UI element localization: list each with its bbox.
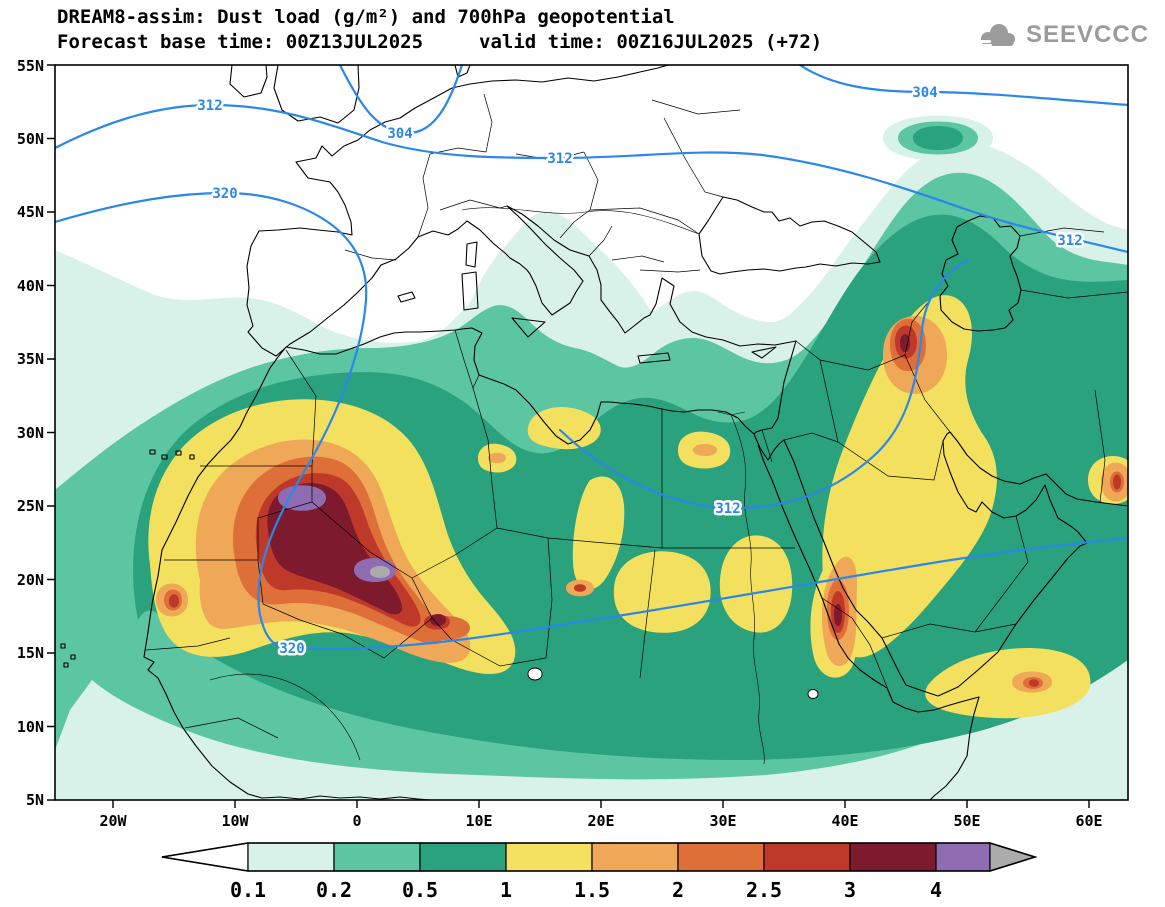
lon-tick-label: 10W <box>221 812 249 830</box>
colorbar: 0.1 0.2 0.5 1 1.5 2 2.5 3 4 <box>161 842 1038 902</box>
lat-tick-label: 15N <box>17 644 44 662</box>
colorbar-level-label: 0.1 <box>230 878 266 902</box>
lat-tick-label: 10N <box>17 718 44 736</box>
colorbar-level-label: 0.5 <box>402 878 438 902</box>
contour-label-320-nw: 320 <box>212 186 237 202</box>
lon-tick-label: 10E <box>465 812 492 830</box>
coastline-europe-africa <box>143 65 1128 800</box>
colorbar-level-label: 1.5 <box>574 878 610 902</box>
colorbar-level-label: 1 <box>500 878 512 902</box>
contour-label-320-sahel: 320 <box>279 641 304 657</box>
contour-label-312-europe: 312 <box>547 151 572 167</box>
lon-tick-label: 20W <box>99 812 127 830</box>
base-time-label: Forecast base time: 00Z13JUL2025 <box>57 31 424 53</box>
coastline-caspian-sea <box>939 215 1022 332</box>
colorbar-segment-0p2 <box>333 842 421 872</box>
colorbar-segment-2 <box>677 842 765 872</box>
lat-tick-label: 20N <box>17 571 44 589</box>
lat-tick-label: 5N <box>26 791 44 809</box>
axis-ticks <box>47 64 1090 808</box>
colorbar-segment-3 <box>849 842 937 872</box>
lat-tick-label: 55N <box>17 60 44 75</box>
dust-layer-4 <box>278 485 396 582</box>
contour-label-312-east: 312 <box>1057 233 1082 249</box>
valid-time-label: valid time: 00Z16JUL2025 (+72) <box>479 31 823 53</box>
lat-tick-label: 45N <box>17 203 44 221</box>
lat-tick-label: 25N <box>17 497 44 515</box>
colorbar-segment-2p5 <box>763 842 851 872</box>
lon-tick-label: 20E <box>587 812 614 830</box>
colorbar-level-label: 4 <box>930 878 942 902</box>
coastline-black-sea <box>698 196 881 275</box>
mediterranean-islands <box>397 241 777 364</box>
colorbar-segment-4 <box>935 842 991 872</box>
geopotential-contour-312-north <box>55 103 1128 254</box>
colorbar-level-label: 0.2 <box>316 878 352 902</box>
lon-tick-label: 40E <box>831 812 858 830</box>
dust-layer-max <box>370 566 390 578</box>
atlantic-island-dots <box>60 449 195 668</box>
geopotential-contour-304-europe <box>338 65 464 135</box>
colorbar-level-label: 3 <box>844 878 856 902</box>
colorbar-outline <box>161 842 1038 872</box>
colorbar-segment-0p1 <box>247 842 335 872</box>
niger-river <box>209 673 361 761</box>
chart-subtitle: Forecast base time: 00Z13JUL2025 valid ti… <box>57 31 822 53</box>
lon-tick-label: 50E <box>953 812 980 830</box>
colorbar-segment-1p5 <box>591 842 679 872</box>
lon-tick-label: 30E <box>709 812 736 830</box>
geopotential-contour-312-south <box>558 258 970 510</box>
lat-tick-label: 40N <box>17 277 44 295</box>
cloud-logo-icon <box>977 24 1015 46</box>
colorbar-level-label: 2 <box>672 878 684 902</box>
dust-map: 312 320 304 312 304 312 312 320 55N 50N … <box>17 60 1129 830</box>
contour-label-304-ne: 304 <box>912 85 937 101</box>
lake-chad <box>527 667 819 699</box>
lon-tick-label: 0 <box>352 812 361 830</box>
geopotential-contour-320 <box>55 191 1128 650</box>
colorbar-segment-1 <box>505 842 593 872</box>
danube-river <box>461 207 700 235</box>
lon-tick-label: 60E <box>1075 812 1102 830</box>
contour-label-312-africa: 312 <box>715 501 740 517</box>
seevccc-logo: SEEVCCC <box>974 20 1149 50</box>
country-borders <box>145 93 1128 739</box>
chart-title: DREAM8-assim: Dust load (g/m²) and 700hP… <box>57 6 675 28</box>
geopotential-contour-304-northeast <box>798 65 1128 107</box>
coastline-british-isles <box>229 65 471 124</box>
lat-tick-label: 50N <box>17 130 44 148</box>
seevccc-logo-text: SEEVCCC <box>1025 21 1149 48</box>
lat-tick-label: 35N <box>17 350 44 368</box>
colorbar-level-label: 2.5 <box>746 878 782 902</box>
contour-label-304-europe: 304 <box>387 126 412 142</box>
contour-label-312-nw: 312 <box>197 98 222 114</box>
colorbar-arrow-high <box>989 842 1038 872</box>
dust-layer-2p5 <box>169 325 1121 687</box>
lat-tick-label: 30N <box>17 424 44 442</box>
colorbar-arrow-low <box>161 842 249 872</box>
colorbar-segment-0p5 <box>419 842 507 872</box>
chart-header: DREAM8-assim: Dust load (g/m²) and 700hP… <box>57 6 822 53</box>
